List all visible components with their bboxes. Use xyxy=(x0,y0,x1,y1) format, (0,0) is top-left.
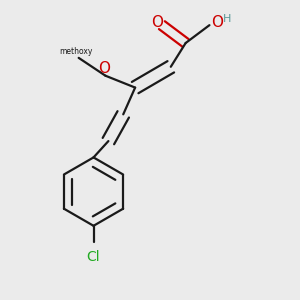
Text: methoxy: methoxy xyxy=(59,47,92,56)
Text: Cl: Cl xyxy=(87,250,100,264)
Text: O: O xyxy=(211,15,223,30)
Text: O: O xyxy=(98,61,110,76)
Text: H: H xyxy=(223,14,231,24)
Text: O: O xyxy=(152,15,164,30)
